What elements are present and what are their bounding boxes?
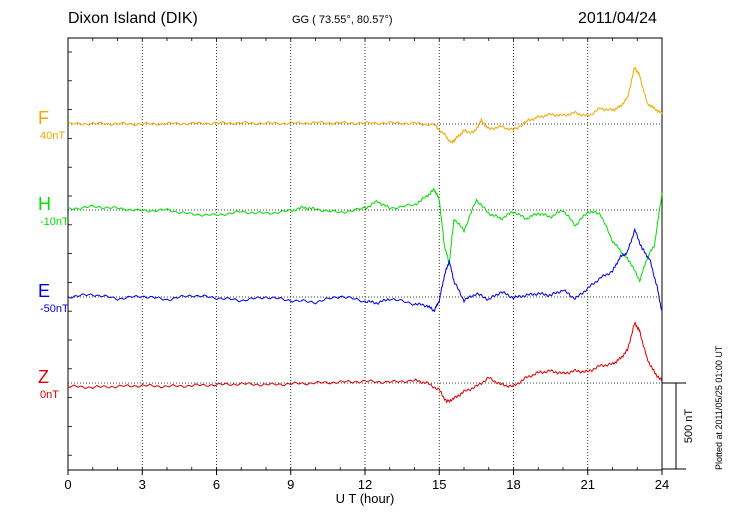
series-name-e: E [38,281,51,301]
series-line-f [67,66,663,144]
series-baseline-label-e: -50nT [40,303,69,315]
scale-bar-label: 500 nT [683,409,695,444]
x-tick-label: 9 [287,477,294,492]
x-tick-label: 6 [213,477,220,492]
station-title: Dixon Island (DIK) [68,10,198,27]
x-tick-label: 18 [506,477,520,492]
plotted-timestamp: Plotted at 2011/05/25 01:00 UT [714,345,724,470]
plot-date: 2011/04/24 [578,10,657,27]
x-tick-label: 12 [358,477,372,492]
series-baseline-label-z: 0nT [40,389,59,401]
series-name-f: F [38,108,49,128]
x-axis-label: U T (hour) [336,491,395,506]
series-line-e [67,227,663,313]
series-name-h: H [38,194,51,214]
x-tick-label: 15 [432,477,446,492]
series-baseline-label-h: -10nT [40,216,69,228]
x-tick-label: 0 [64,477,71,492]
x-tick-label: 24 [655,477,669,492]
series-line-z [67,321,663,404]
x-tick-label: 3 [139,477,146,492]
series-name-z: Z [38,367,49,387]
x-tick-label: 21 [581,477,595,492]
series-baseline-label-f: 40nT [40,130,66,142]
station-coordinates: GG ( 73.55°, 80.57°) [292,14,393,26]
series-line-h [67,187,663,283]
